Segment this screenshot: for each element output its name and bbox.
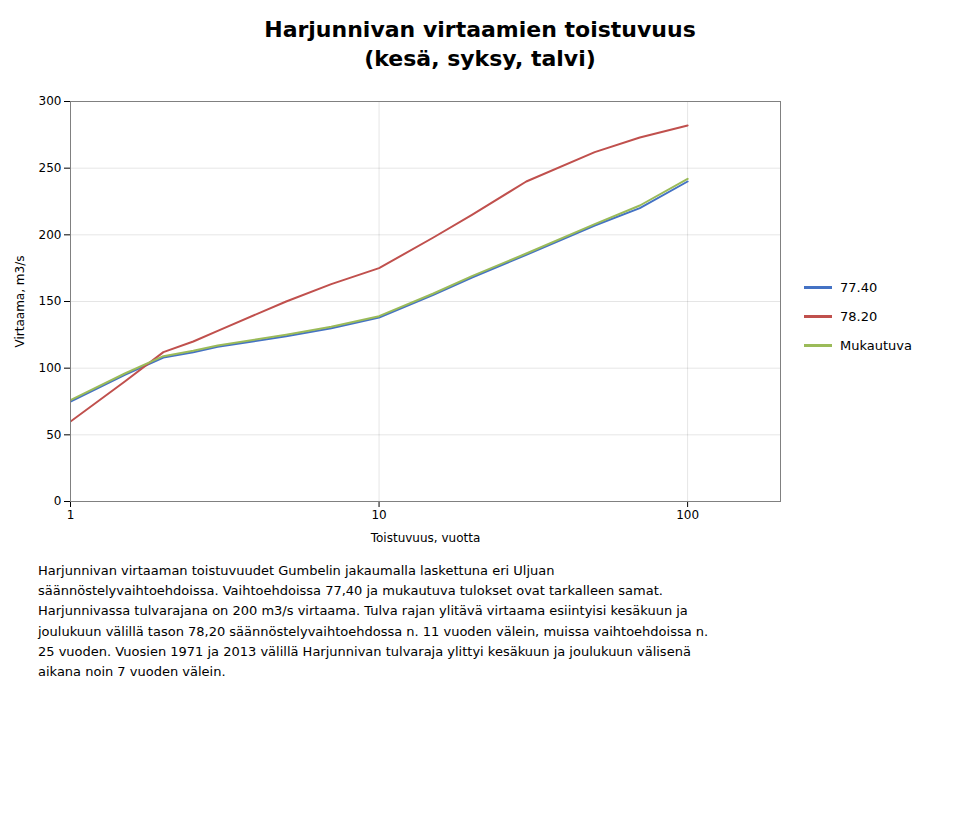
svg-text:300: 300 xyxy=(39,95,62,109)
svg-text:Toistuvuus, vuotta: Toistuvuus, vuotta xyxy=(370,531,481,545)
html-text:78.20: 78.20 xyxy=(840,308,878,324)
svg-text:150: 150 xyxy=(39,295,62,309)
html-text:joulukuun välillä tason 78,20: joulukuun välillä tason 78,20 säännöstel… xyxy=(38,623,709,639)
html-text:Harjunnivan virtaaman toistuvu: Harjunnivan virtaaman toistuvuudet Gumbe… xyxy=(38,563,555,579)
svg-text:0: 0 xyxy=(54,495,62,509)
html-text:aikana noin 7 vuoden välein.: aikana noin 7 vuoden välein. xyxy=(38,663,226,679)
svg-text:100: 100 xyxy=(676,508,699,522)
html-text:77.40: 77.40 xyxy=(840,279,878,295)
html-text:Harjunnivassa tulvarajana on 2: Harjunnivassa tulvarajana on 200 m3/s vi… xyxy=(38,603,688,619)
html-text:(kesä, syksy, talvi): (kesä, syksy, talvi) xyxy=(364,45,596,71)
svg-text:100: 100 xyxy=(39,361,62,375)
svg-text:10: 10 xyxy=(371,508,386,522)
html-text:säännöstelyvaihtoehdoissa. Vai: säännöstelyvaihtoehdoissa. Vaihtoehdoiss… xyxy=(38,583,663,599)
svg-text:1: 1 xyxy=(67,508,75,522)
svg-text:Virtaama, m3/s: Virtaama, m3/s xyxy=(13,256,27,348)
svg-text:200: 200 xyxy=(39,228,62,242)
svg-text:50: 50 xyxy=(46,428,61,442)
html-text:Harjunnivan virtaamien toistuv: Harjunnivan virtaamien toistuvuus xyxy=(264,17,696,42)
svg-text:250: 250 xyxy=(39,161,62,175)
html-text:25 vuoden. Vuosien 1971 ja 201: 25 vuoden. Vuosien 1971 ja 2013 välillä … xyxy=(38,643,691,659)
html-text:Mukautuva: Mukautuva xyxy=(840,337,912,353)
